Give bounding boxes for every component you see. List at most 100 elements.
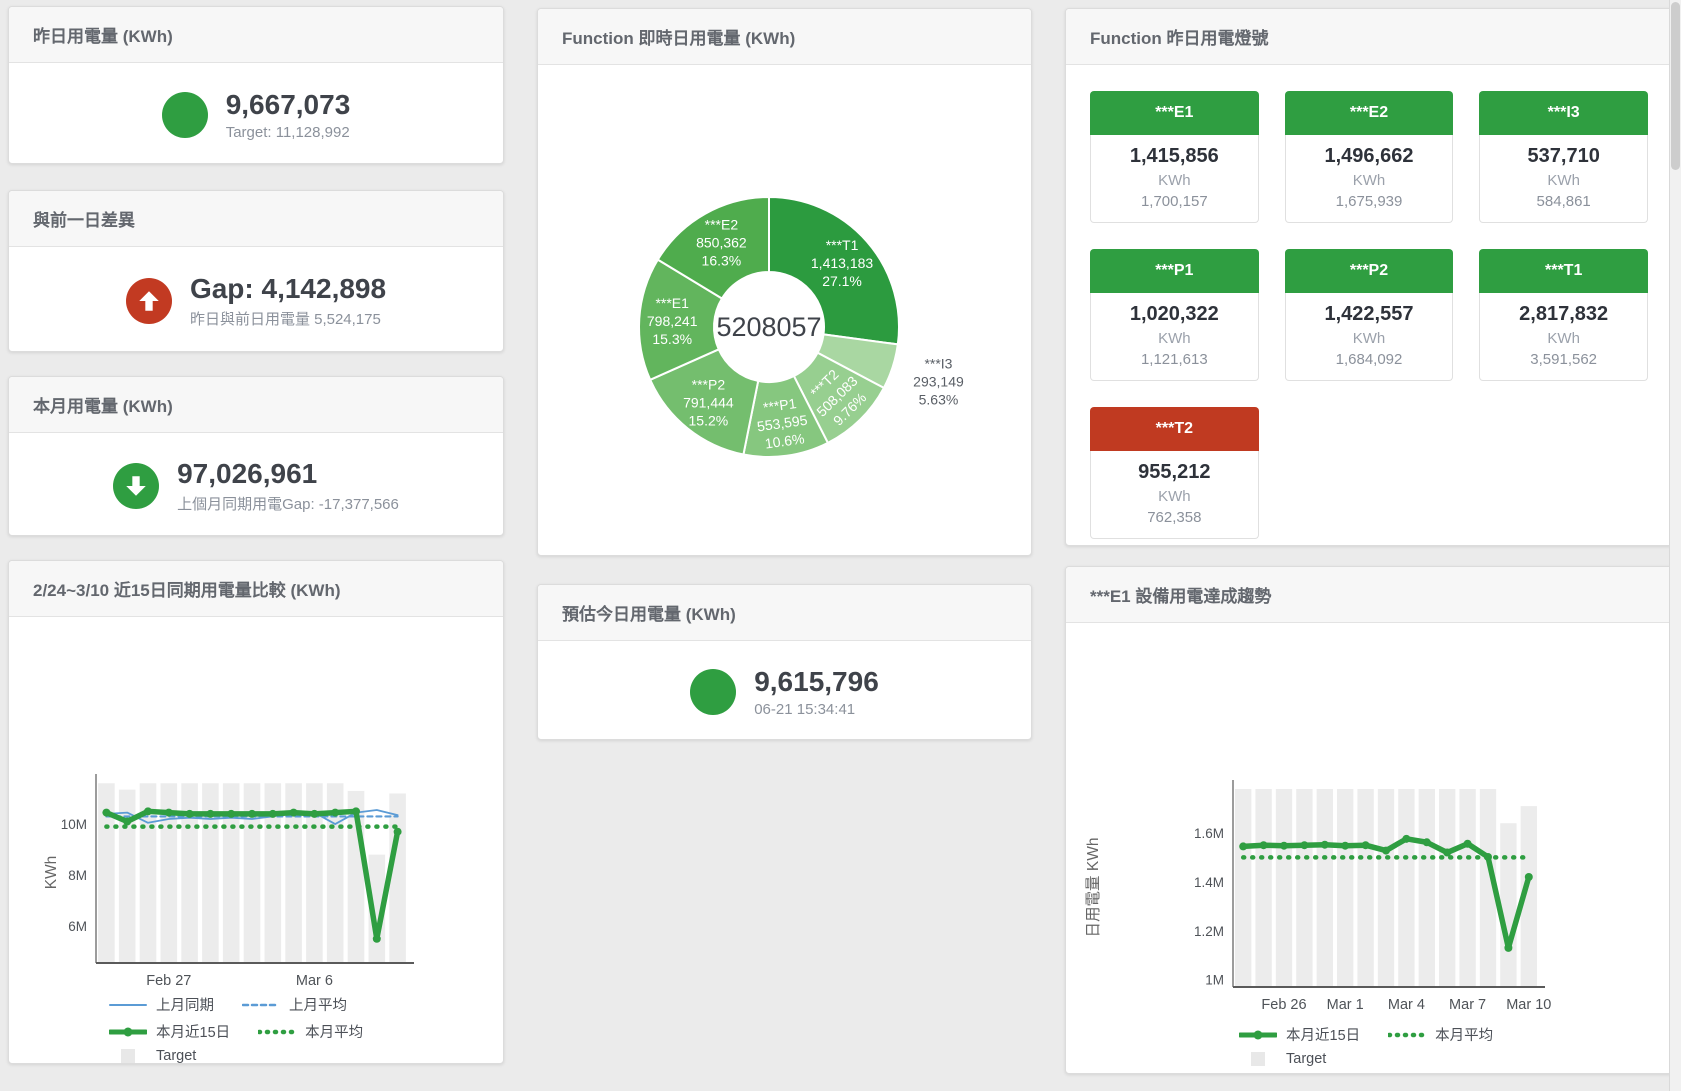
target-bar <box>1235 788 1252 987</box>
data-point-marker[interactable] <box>1463 839 1472 848</box>
data-point-marker[interactable] <box>268 809 277 818</box>
donut-slice-E2[interactable] <box>656 195 770 300</box>
tile-value: 2,817,832 <box>1519 303 1609 325</box>
target-bar <box>389 793 406 963</box>
tile-target-value: 1,675,939 <box>1335 193 1403 210</box>
tile-value: 1,020,322 <box>1129 303 1219 325</box>
y-tick-label: 6M <box>68 919 87 934</box>
donut-slice-P2[interactable] <box>648 348 760 456</box>
x-tick-label: Mar 10 <box>1506 997 1551 1011</box>
card-e1-trend-chart: ***E1 設備用電達成趨勢 1M 1.2M 1.4M 1.6M Feb 26 Mar 1… <box>1065 566 1673 1074</box>
data-point-marker[interactable] <box>227 809 236 818</box>
device-tile-T2: ***T2 955,212 KWh 762,358 <box>1090 407 1259 539</box>
data-point-marker[interactable] <box>1382 846 1390 855</box>
tile-status-header: ***P2 <box>1284 249 1454 293</box>
data-point-marker[interactable] <box>310 809 319 818</box>
legend-square-swatch-icon <box>121 1049 135 1063</box>
data-point-marker[interactable] <box>331 808 340 817</box>
legend-label: 本月平均 <box>305 1025 364 1041</box>
data-point-marker[interactable] <box>1239 842 1248 851</box>
data-point-marker[interactable] <box>1341 841 1350 850</box>
donut-slice-label: ***E2 850,362 16.3% <box>696 216 747 268</box>
data-point-marker[interactable] <box>248 809 256 818</box>
y-tick-label: 1M <box>1205 973 1224 988</box>
legend-item[interactable]: Target <box>109 1048 196 1064</box>
donut-center-total: 5208057 <box>716 312 821 342</box>
data-point-marker[interactable] <box>289 808 298 817</box>
data-point-marker[interactable] <box>206 809 215 818</box>
target-bar <box>1500 823 1517 987</box>
tile-unit-label: KWh <box>1352 330 1386 347</box>
legend-item[interactable]: 本月近15日 <box>1239 1024 1360 1045</box>
data-point-marker[interactable] <box>1402 834 1411 843</box>
kpi-value: 9,615,796 <box>754 665 879 697</box>
data-point-marker[interactable] <box>1422 838 1431 847</box>
data-point-marker[interactable] <box>1320 840 1329 849</box>
tile-target-value: 3,591,562 <box>1530 351 1598 368</box>
card-realtime-usage-donut: Function 即時日用電量 (KWh) ***T1 1,413,183 27.1… <box>537 8 1032 556</box>
kpi-value: 9,667,073 <box>225 88 351 120</box>
card-gap-previous-day: 與前一日差異 Gap: 4,142,898 昨日與前日用電量 5,524,175 <box>8 190 504 352</box>
target-bar <box>1398 788 1415 987</box>
target-bar <box>1316 788 1333 987</box>
legend-item[interactable]: 本月平均 <box>1388 1024 1493 1045</box>
target-bar <box>1418 788 1435 987</box>
tile-status-header: ***T2 <box>1090 407 1259 451</box>
legend-line-swatch-icon <box>1239 1030 1277 1039</box>
up-arrow-icon <box>125 278 172 324</box>
data-point-marker[interactable] <box>352 807 360 816</box>
data-point-marker[interactable] <box>1280 841 1288 850</box>
legend-item[interactable]: 本月平均 <box>258 1021 363 1042</box>
tile-status-header: ***E2 <box>1284 91 1454 135</box>
card-yesterday-usage: 昨日用電量 (KWh) 9,667,073 Target: 11,128,992 <box>8 6 504 164</box>
card-title: Function 即時日用電量 (KWh) <box>538 9 1031 65</box>
target-bar <box>1377 788 1395 987</box>
data-point-marker[interactable] <box>102 808 111 817</box>
tile-value: 1,422,557 <box>1324 303 1414 325</box>
data-point-marker[interactable] <box>1361 841 1370 850</box>
e1-trend-line-chart[interactable]: 1M 1.2M 1.4M 1.6M Feb 26 Mar 1 Mar 4 Mar 7 Mar 1… <box>1066 623 1670 1013</box>
card-title: ***E1 設備用電達成趨勢 <box>1066 567 1672 623</box>
legend-item[interactable]: 上月同期 <box>109 994 214 1015</box>
legend-label: Target <box>156 1048 197 1064</box>
card-title: 預估今日用電量 (KWh) <box>538 585 1031 641</box>
scrollbar-thumb[interactable] <box>1671 2 1680 170</box>
target-bar <box>1479 788 1497 987</box>
data-point-marker[interactable] <box>123 817 132 826</box>
data-point-marker[interactable] <box>1484 852 1492 861</box>
series-line-上月同期 <box>105 809 399 825</box>
tile-value: 537,710 <box>1527 145 1600 167</box>
data-point-marker[interactable] <box>185 809 194 818</box>
legend-label: Target <box>1286 1051 1327 1067</box>
legend-item[interactable]: 本月近15日 <box>109 1021 230 1042</box>
status-circle-icon <box>161 92 208 138</box>
data-point-marker[interactable] <box>144 807 152 816</box>
donut-slice-label: ***I3 293,149 5.63% <box>913 355 964 407</box>
device-tile-T1: ***T1 2,817,832 KWh 3,591,562 <box>1479 249 1648 381</box>
donut-slice-E1[interactable] <box>638 258 724 382</box>
data-point-marker[interactable] <box>1524 872 1533 881</box>
15day-comparison-line-chart[interactable]: 6M 8M 10M Feb 27 Mar 6 KWh <box>9 617 501 989</box>
data-point-marker[interactable] <box>393 827 402 836</box>
donut-slice-T1[interactable] <box>768 195 900 346</box>
device-tile-P2: ***P2 1,422,557 KWh 1,684,092 <box>1284 249 1454 381</box>
realtime-usage-donut-chart[interactable]: ***T1 1,413,183 27.1%***I3 293,149 5.63%***T… <box>538 65 1029 555</box>
target-bar <box>1357 788 1374 987</box>
data-point-marker[interactable] <box>164 808 173 817</box>
donut-slice-label: ***E1 798,241 15.3% <box>647 295 698 347</box>
data-point-marker[interactable] <box>1259 841 1268 850</box>
scrollbar-track[interactable] <box>1669 0 1681 1091</box>
legend-item[interactable]: Target <box>1239 1051 1326 1067</box>
device-tiles-grid: ***E1 1,415,856 KWh 1,700,157 ***E2 1,496,662… <box>1066 65 1672 565</box>
chart-legend: 上月同期 上月平均 本月近15日 本月平均 Target <box>109 994 503 1064</box>
tile-body: 1,415,856 KWh 1,700,157 <box>1090 135 1259 223</box>
data-point-marker[interactable] <box>372 934 381 943</box>
legend-item[interactable]: 上月平均 <box>242 994 347 1015</box>
donut-slice-label: ***P1553,59510.6% <box>754 394 811 452</box>
data-point-marker[interactable] <box>1443 848 1452 857</box>
data-point-marker[interactable] <box>1504 943 1513 952</box>
target-bar <box>1459 788 1476 987</box>
kpi-subtext: 06-21 15:34:41 <box>754 701 856 719</box>
data-point-marker[interactable] <box>1300 841 1309 850</box>
kpi-subtext: Target: 11,128,992 <box>225 124 350 142</box>
